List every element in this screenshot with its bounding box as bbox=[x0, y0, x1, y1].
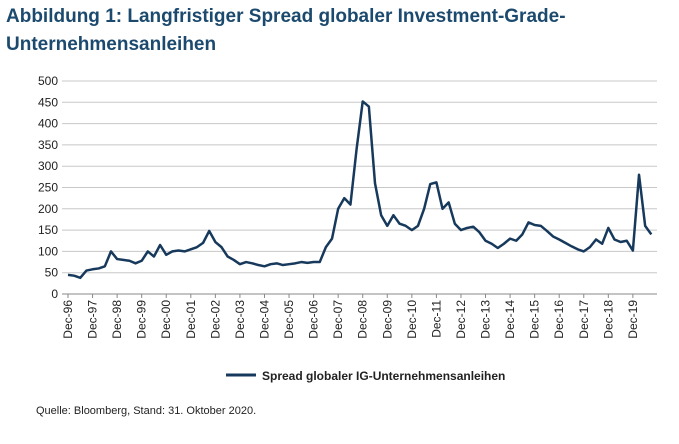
x-tick-label: Dec-13 bbox=[479, 300, 493, 339]
x-tick-label: Dec-15 bbox=[528, 300, 542, 339]
title-part: Abbildung 1: Langfristiger Spread global… bbox=[6, 6, 566, 27]
y-tick-label: 0 bbox=[51, 287, 58, 301]
chart-title-cont: Unternehmensanleihen bbox=[6, 34, 216, 55]
x-tick-label: Dec-98 bbox=[110, 300, 124, 339]
x-tick-label: Dec-08 bbox=[356, 300, 370, 339]
series-line bbox=[67, 100, 653, 280]
y-tick-label: 500 bbox=[38, 74, 58, 88]
x-tick-label: Dec-14 bbox=[503, 300, 517, 339]
x-tick-label: Dec-09 bbox=[380, 300, 394, 339]
title-part: Unternehmensanleihen bbox=[6, 34, 216, 55]
x-tick-label: Dec-02 bbox=[208, 300, 222, 339]
y-tick-label: 400 bbox=[38, 117, 58, 131]
x-tick-label: Dec-07 bbox=[331, 300, 345, 339]
x-tick-label: Dec-19 bbox=[626, 300, 640, 339]
x-tick-label: Dec-99 bbox=[135, 300, 149, 339]
x-tick-label: Dec-12 bbox=[454, 300, 468, 339]
y-tick-label: 350 bbox=[38, 138, 58, 152]
x-tick-label: Dec-17 bbox=[577, 300, 591, 339]
y-tick-label: 450 bbox=[38, 95, 58, 109]
x-tick-label: Dec-10 bbox=[405, 300, 419, 339]
x-tick-label: Dec-01 bbox=[184, 300, 198, 339]
y-tick-label: 300 bbox=[38, 159, 58, 173]
y-tick-label: 250 bbox=[38, 181, 58, 195]
y-tick-label: 200 bbox=[38, 202, 58, 216]
x-tick-label: Dec-16 bbox=[552, 300, 566, 339]
source: Quelle: Bloomberg, Stand: 31. Oktober 20… bbox=[36, 405, 256, 417]
x-tick-label: Dec-18 bbox=[601, 300, 615, 339]
x-tick-label: Dec-03 bbox=[233, 300, 247, 339]
x-tick-label: Dec-04 bbox=[257, 300, 271, 339]
y-tick-label: 50 bbox=[45, 266, 59, 280]
legend-label: Spread globaler IG-Unternehmensanleihen bbox=[262, 369, 505, 383]
y-tick-label: 150 bbox=[38, 223, 58, 237]
chart-title: Abbildung 1: Langfristiger Spread global… bbox=[6, 6, 566, 27]
x-tick-label: Dec-97 bbox=[86, 300, 100, 339]
x-tick-label: Dec-05 bbox=[282, 300, 296, 339]
x-tick-label: Dec-96 bbox=[61, 300, 75, 339]
x-tick-label: Dec-06 bbox=[307, 300, 321, 339]
x-tick-label: Dec-11 bbox=[429, 300, 443, 338]
y-tick-label: 100 bbox=[38, 244, 58, 258]
x-tick-label: Dec-00 bbox=[159, 300, 173, 339]
